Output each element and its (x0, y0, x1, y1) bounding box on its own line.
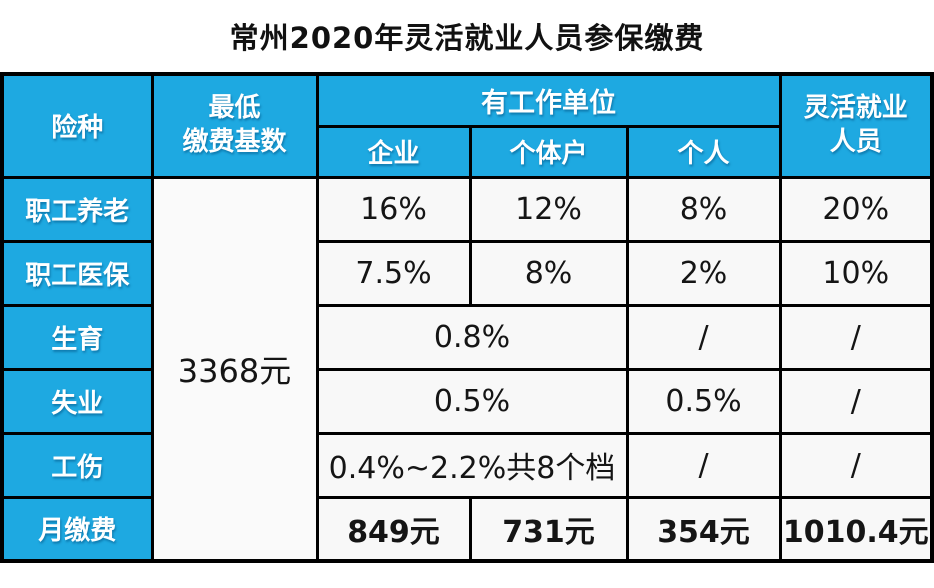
cell-pension-enterprise: 16% (315, 175, 472, 243)
table-row-work-injury: 工伤 0.4%~2.2%共8个档 / / (0, 431, 934, 499)
header-row-2: 企业 个体户 个人 (2, 124, 932, 179)
header-cell-flexible-workers: 灵活就业 人员 (778, 72, 934, 179)
cell-monthly-self-employed: 731元 (468, 495, 629, 563)
header-cell-insurance-type: 险种 (0, 72, 154, 179)
row-label-unemployment: 失业 (0, 367, 154, 435)
header-min-base-line2: 缴费基数 (182, 126, 287, 157)
row-label-pension: 职工养老 (0, 175, 154, 243)
header-cell-individual: 个人 (625, 124, 782, 179)
cell-monthly-flexible: 1010.4元 (778, 495, 934, 563)
cell-unemployment-individual: 0.5% (625, 367, 782, 435)
table-title: 常州2020年灵活就业人员参保缴费 (229, 21, 705, 55)
header-cell-with-employer-group: 有工作单位 (315, 72, 782, 128)
header-flexible-line1: 灵活就业 (803, 92, 908, 123)
cell-monthly-individual: 354元 (625, 495, 782, 563)
cell-unemployment-flexible: / (778, 367, 934, 435)
header-cell-self-employed: 个体户 (468, 124, 629, 179)
header-cell-min-base: 最低 缴费基数 (150, 72, 319, 179)
cell-maternity-enterprise-selfemployed: 0.8% (315, 303, 629, 371)
header-cell-enterprise: 企业 (315, 124, 472, 179)
header-min-base-line1: 最低 (208, 92, 261, 123)
cell-medical-enterprise: 7.5% (315, 239, 472, 307)
cell-work-injury-flexible: / (778, 431, 934, 499)
row-label-monthly-payment: 月缴费 (0, 495, 154, 563)
table-row-maternity: 生育 0.8% / / (0, 303, 934, 371)
cell-pension-individual: 8% (625, 175, 782, 243)
table-row-unemployment: 失业 0.5% 0.5% / (0, 367, 934, 435)
cell-pension-self-employed: 12% (468, 175, 629, 243)
cell-pension-flexible: 20% (778, 175, 934, 243)
cell-maternity-flexible: / (778, 303, 934, 371)
row-label-maternity: 生育 (0, 303, 154, 371)
table-row-pension: 职工养老 3368元 16% 12% 8% 20% (0, 175, 934, 563)
insurance-contribution-table: 险种 最低 缴费基数 有工作单位 灵活就业 人员 企业 个体户 个人 职工养老 … (0, 72, 934, 563)
cell-unemployment-enterprise-selfemployed: 0.5% (315, 367, 629, 435)
header-row-1: 险种 最低 缴费基数 有工作单位 灵活就业 人员 (0, 72, 934, 179)
cell-monthly-enterprise: 849元 (315, 495, 472, 563)
cell-work-injury-enterprise-selfemployed: 0.4%~2.2%共8个档 (315, 431, 629, 499)
header-flexible-line2: 人员 (829, 126, 882, 157)
cell-medical-flexible: 10% (778, 239, 934, 307)
cell-medical-self-employed: 8% (468, 239, 629, 307)
cell-maternity-individual: / (625, 303, 782, 371)
cell-min-base-value: 3368元 (150, 175, 319, 563)
cell-medical-individual: 2% (625, 239, 782, 307)
table-row-monthly-payment: 月缴费 849元 731元 354元 1010.4元 (0, 495, 934, 563)
table-row-medical: 职工医保 7.5% 8% 2% 10% (0, 239, 934, 307)
cell-work-injury-individual: / (625, 431, 782, 499)
row-label-medical: 职工医保 (0, 239, 154, 307)
row-label-work-injury: 工伤 (0, 431, 154, 499)
